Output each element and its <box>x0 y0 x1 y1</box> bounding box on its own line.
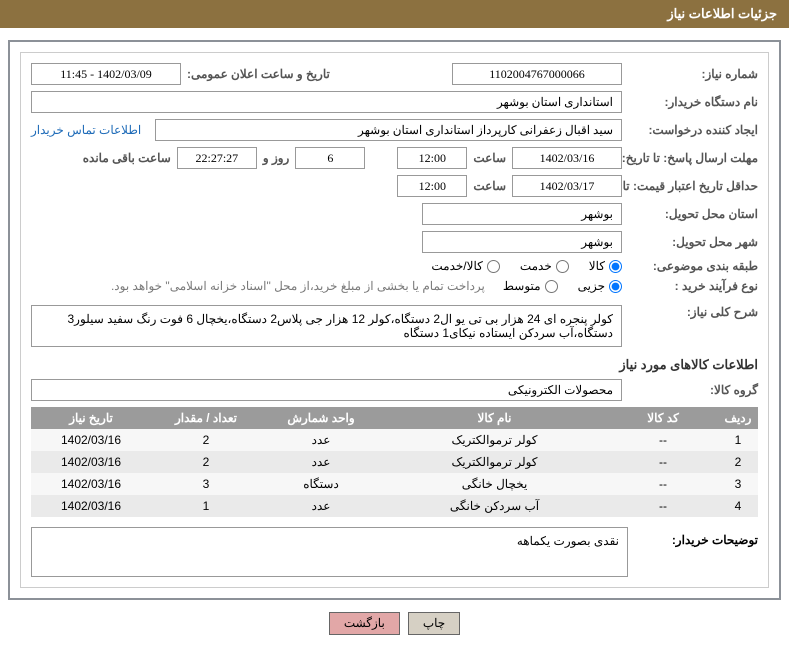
radio-goods-input[interactable] <box>609 260 622 273</box>
deadline-date-field: 1402/03/16 <box>512 147 622 169</box>
buyer-org-label: نام دستگاه خریدار: <box>628 95 758 109</box>
cell-name: کولر ترموالکتریک <box>381 429 608 451</box>
cell-unit: عدد <box>261 451 381 473</box>
print-button[interactable]: چاپ <box>408 612 460 635</box>
process-label: نوع فرآیند خرید : <box>628 279 758 293</box>
need-no-field: 1102004767000066 <box>452 63 622 85</box>
cell-idx: 1 <box>718 429 758 451</box>
items-table: ردیف کد کالا نام کالا واحد شمارش تعداد /… <box>31 407 758 517</box>
th-unit: واحد شمارش <box>261 407 381 429</box>
radio-both-input[interactable] <box>487 260 500 273</box>
city-label: شهر محل تحویل: <box>628 235 758 249</box>
cell-code: -- <box>608 451 718 473</box>
back-button[interactable]: بازگشت <box>329 612 400 635</box>
cell-name: کولر ترموالکتریک <box>381 451 608 473</box>
cell-qty: 2 <box>151 429 261 451</box>
table-row: 3--یخچال خانگیدستگاه31402/03/16 <box>31 473 758 495</box>
th-date: تاریخ نیاز <box>31 407 151 429</box>
deadline-time-field: 12:00 <box>397 147 467 169</box>
cell-unit: دستگاه <box>261 473 381 495</box>
cell-idx: 3 <box>718 473 758 495</box>
contact-link[interactable]: اطلاعات تماس خریدار <box>31 123 141 137</box>
table-header-row: ردیف کد کالا نام کالا واحد شمارش تعداد /… <box>31 407 758 429</box>
cell-qty: 2 <box>151 451 261 473</box>
th-code: کد کالا <box>608 407 718 429</box>
days-suffix: روز و <box>263 151 290 165</box>
th-idx: ردیف <box>718 407 758 429</box>
countdown-field: 22:27:27 <box>177 147 257 169</box>
category-radio-group: کالا خدمت کالا/خدمت <box>431 259 622 273</box>
overall-desc-box: کولر پنجره ای 24 هزار بی تی یو ال2 دستگا… <box>31 305 622 347</box>
requester-field: سید اقبال زعفرانی کارپرداز استانداری است… <box>155 119 622 141</box>
radio-both[interactable]: کالا/خدمت <box>431 259 499 273</box>
main-panel: شماره نیاز: 1102004767000066 تاریخ و ساع… <box>8 40 781 600</box>
process-radio-group: جزیی متوسط <box>503 279 622 293</box>
buyer-notes-box: نقدی بصورت یکماهه <box>31 527 628 577</box>
validity-label: حداقل تاریخ اعتبار قیمت: تا تاریخ: <box>628 179 758 193</box>
cell-date: 1402/03/16 <box>31 451 151 473</box>
province-field: بوشهر <box>422 203 622 225</box>
remain-suffix: ساعت باقی مانده <box>83 151 171 165</box>
validity-date-field: 1402/03/17 <box>512 175 622 197</box>
page-title: جزئیات اطلاعات نیاز <box>667 6 777 21</box>
cell-idx: 4 <box>718 495 758 517</box>
cell-code: -- <box>608 429 718 451</box>
buyer-notes-label: توضیحات خریدار: <box>638 527 758 577</box>
cell-name: آب سردکن خانگی <box>381 495 608 517</box>
radio-service[interactable]: خدمت <box>520 259 569 273</box>
radio-medium-input[interactable] <box>545 280 558 293</box>
th-qty: تعداد / مقدار <box>151 407 261 429</box>
city-field: بوشهر <box>422 231 622 253</box>
radio-medium[interactable]: متوسط <box>503 279 558 293</box>
cell-date: 1402/03/16 <box>31 495 151 517</box>
announce-label: تاریخ و ساعت اعلان عمومی: <box>187 67 347 81</box>
table-row: 4--آب سردکن خانگیعدد11402/03/16 <box>31 495 758 517</box>
requester-label: ایجاد کننده درخواست: <box>628 123 758 137</box>
button-row: چاپ بازگشت <box>0 612 789 635</box>
time-label-1: ساعت <box>473 151 506 165</box>
need-no-label: شماره نیاز: <box>628 67 758 81</box>
table-row: 1--کولر ترموالکتریکعدد21402/03/16 <box>31 429 758 451</box>
cell-qty: 1 <box>151 495 261 517</box>
cell-name: یخچال خانگی <box>381 473 608 495</box>
cell-code: -- <box>608 473 718 495</box>
cell-qty: 3 <box>151 473 261 495</box>
form-panel: شماره نیاز: 1102004767000066 تاریخ و ساع… <box>20 52 769 588</box>
cell-unit: عدد <box>261 429 381 451</box>
validity-time-field: 12:00 <box>397 175 467 197</box>
process-note: پرداخت تمام یا بخشی از مبلغ خرید،از محل … <box>111 279 485 293</box>
buyer-notes-section: توضیحات خریدار: نقدی بصورت یکماهه <box>31 527 758 577</box>
th-name: نام کالا <box>381 407 608 429</box>
deadline-label: مهلت ارسال پاسخ: تا تاریخ: <box>628 151 758 165</box>
items-section-title: اطلاعات کالاهای مورد نیاز <box>31 357 758 373</box>
category-label: طبقه بندی موضوعی: <box>628 259 758 273</box>
days-field: 6 <box>295 147 365 169</box>
group-field: محصولات الکترونیکی <box>31 379 622 401</box>
cell-unit: عدد <box>261 495 381 517</box>
time-label-2: ساعت <box>473 179 506 193</box>
buyer-org-field: استانداری استان بوشهر <box>31 91 622 113</box>
radio-service-input[interactable] <box>556 260 569 273</box>
cell-idx: 2 <box>718 451 758 473</box>
cell-code: -- <box>608 495 718 517</box>
cell-date: 1402/03/16 <box>31 473 151 495</box>
page-header: جزئیات اطلاعات نیاز <box>0 0 789 28</box>
announce-field: 1402/03/09 - 11:45 <box>31 63 181 85</box>
group-label: گروه کالا: <box>628 383 758 397</box>
province-label: استان محل تحویل: <box>628 207 758 221</box>
table-row: 2--کولر ترموالکتریکعدد21402/03/16 <box>31 451 758 473</box>
cell-date: 1402/03/16 <box>31 429 151 451</box>
radio-small-input[interactable] <box>609 280 622 293</box>
overall-label: شرح کلی نیاز: <box>628 305 758 319</box>
radio-small[interactable]: جزیی <box>578 279 622 293</box>
radio-goods[interactable]: کالا <box>589 259 622 273</box>
